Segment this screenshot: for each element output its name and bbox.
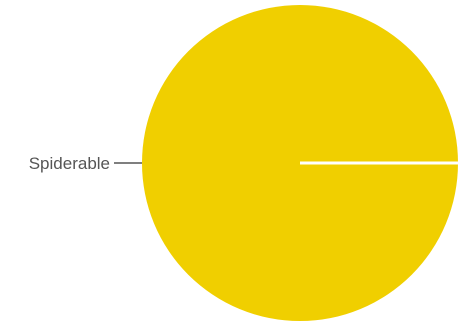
slice-label-spiderable: Spiderable [29, 154, 110, 173]
